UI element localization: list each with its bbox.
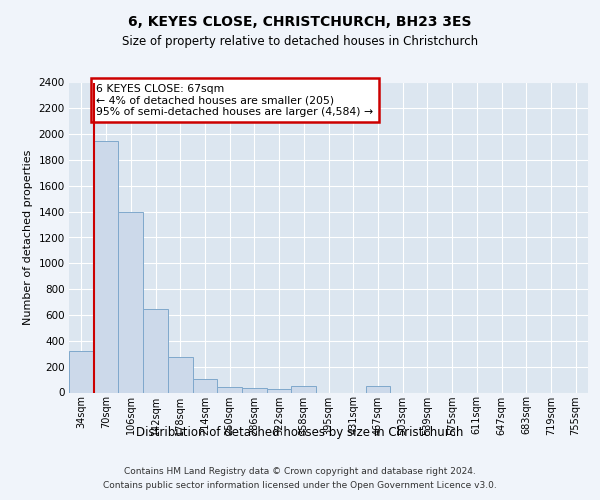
Text: Contains HM Land Registry data © Crown copyright and database right 2024.: Contains HM Land Registry data © Crown c… <box>124 467 476 476</box>
Bar <box>69 351 94 393</box>
Y-axis label: Number of detached properties: Number of detached properties <box>23 150 33 325</box>
Bar <box>143 308 168 392</box>
Text: 6 KEYES CLOSE: 67sqm
← 4% of detached houses are smaller (205)
95% of semi-detac: 6 KEYES CLOSE: 67sqm ← 4% of detached ho… <box>96 84 373 117</box>
Bar <box>168 357 193 392</box>
Text: 6, KEYES CLOSE, CHRISTCHURCH, BH23 3ES: 6, KEYES CLOSE, CHRISTCHURCH, BH23 3ES <box>128 16 472 30</box>
Bar <box>365 386 390 392</box>
Bar <box>217 386 242 392</box>
Bar <box>94 140 118 392</box>
Text: Distribution of detached houses by size in Christchurch: Distribution of detached houses by size … <box>136 426 464 439</box>
Bar <box>267 390 292 392</box>
Text: Contains public sector information licensed under the Open Government Licence v3: Contains public sector information licen… <box>103 480 497 490</box>
Bar <box>242 388 267 392</box>
Text: Size of property relative to detached houses in Christchurch: Size of property relative to detached ho… <box>122 36 478 49</box>
Bar <box>292 386 316 392</box>
Bar <box>193 379 217 392</box>
Bar <box>118 212 143 392</box>
